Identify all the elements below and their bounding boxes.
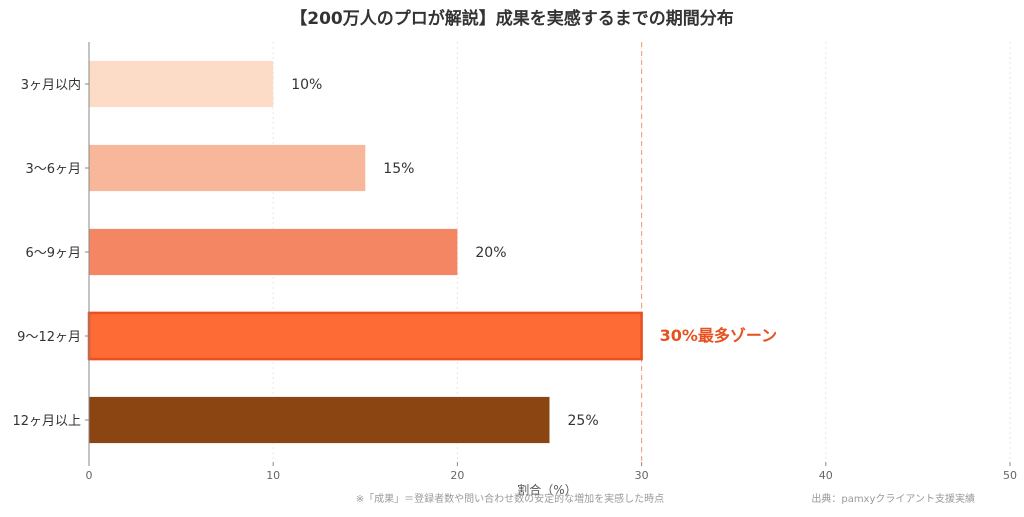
bar — [89, 396, 550, 444]
data-label: 15% — [383, 161, 414, 177]
y-tick-label: 6〜9ヶ月 — [25, 246, 81, 261]
footnote: ※「成果」＝登録者数や問い合わせ数の安定的な増加を実感した時点 — [356, 492, 664, 505]
y-tick-label: 3〜6ヶ月 — [25, 162, 81, 177]
bars-group — [87, 60, 643, 444]
x-axis-label: 割合（%） — [517, 482, 576, 497]
x-tick-label: 0 — [86, 469, 93, 482]
x-tick-label: 30 — [635, 469, 649, 482]
bar — [89, 60, 274, 108]
x-tick-label: 50 — [1003, 469, 1017, 482]
data-label: 25% — [568, 413, 599, 429]
data-label: 10% — [291, 77, 322, 93]
bar — [89, 144, 366, 192]
source-note: 出典：pamxyクライアント支援実績 — [811, 492, 975, 505]
x-tick-label: 10 — [266, 469, 280, 482]
data-label: 30%最多ゾーン — [660, 326, 778, 345]
y-tick-label: 9〜12ヶ月 — [17, 330, 81, 345]
bar — [89, 228, 458, 276]
y-tick-label: 3ヶ月以内 — [21, 77, 81, 93]
x-tick-label: 20 — [450, 469, 464, 482]
x-tick-label: 40 — [819, 469, 833, 482]
value-labels-group: 10% 15% 20% 30%最多ゾーン 25% — [291, 77, 777, 429]
chart-title: 【200万人のプロが解説】成果を実感するまでの期間分布 — [290, 8, 734, 29]
data-label: 20% — [475, 245, 506, 261]
y-tick-label: 12ヶ月以上 — [12, 414, 81, 429]
axes-group: 0 10 20 30 40 50 3ヶ月以内 3〜6ヶ月 6〜9ヶ月 9〜12ヶ月 12ヶ月以上 — [12, 42, 1017, 482]
bar — [87, 311, 643, 361]
